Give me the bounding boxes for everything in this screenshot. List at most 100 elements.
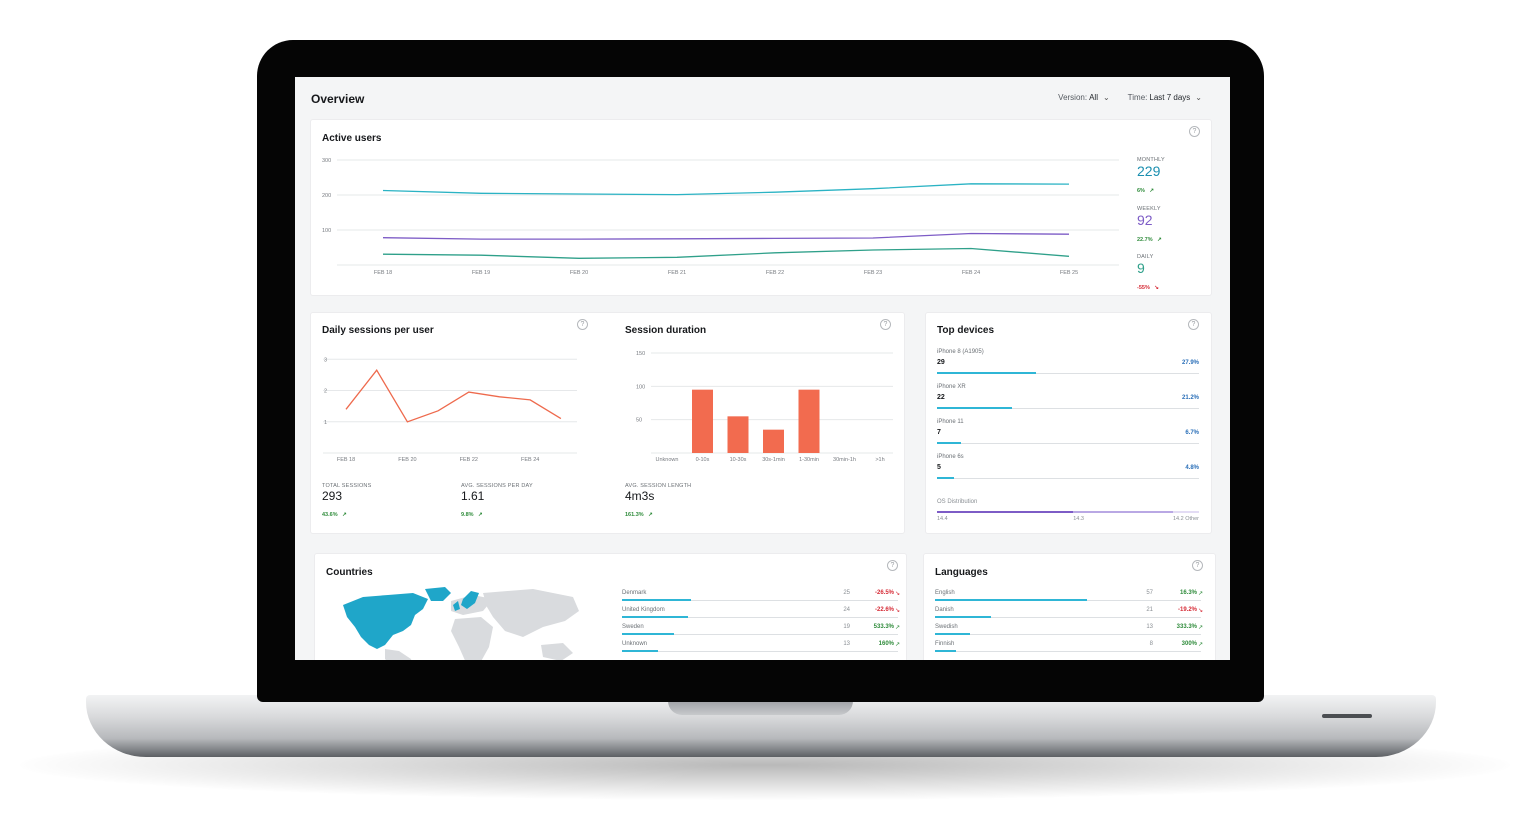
monthly-stat: MONTHLY 229 6% ↗ — [1137, 157, 1165, 197]
country-row[interactable]: Denmark 25 -26.5% ↘ — [622, 590, 902, 606]
trend-up-icon: ↗ — [895, 642, 901, 648]
country-row[interactable]: Sweden 19 533.3% ↗ — [622, 624, 902, 640]
languages-card: Languages ? English 57 16.3% ↗ Danish 21 -19.2… — [924, 554, 1215, 660]
help-icon[interactable]: ? — [577, 319, 588, 330]
os-segment-label: 14.4 — [937, 516, 948, 522]
os-segment[interactable] — [1073, 511, 1173, 513]
x-tick-label: FEB 18 — [337, 457, 355, 463]
device-row[interactable]: iPhone 11 7 6.7% — [937, 419, 1199, 453]
x-tick-label: FEB 24 — [962, 270, 980, 276]
row-bar-fill — [622, 599, 691, 601]
trend-up-icon: ↗ — [342, 512, 347, 518]
map-greenland — [425, 587, 451, 601]
active-users-chart: 300 200 100 FEB 18 FEB 19 FEB 20 FEB 21 FEB 22 F… — [322, 158, 1119, 276]
version-filter-dropdown[interactable]: Version: All ⌄ — [1058, 93, 1110, 102]
monthly-value: 229 — [1137, 163, 1161, 179]
device-row[interactable]: iPhone 8 (A1905) 29 27.9% — [937, 349, 1199, 383]
row-bar-fill — [622, 616, 688, 618]
device-bar-fill — [937, 442, 961, 444]
weekly-value: 92 — [1137, 212, 1153, 228]
daily-stat: DAILY 9 -55% ↘ — [1137, 254, 1159, 294]
device-bar-fill — [937, 372, 1036, 374]
x-tick-label: 1-30min — [799, 457, 819, 463]
x-tick-label: FEB 24 — [521, 457, 539, 463]
trend-up-icon: ↗ — [1157, 237, 1162, 243]
avg-session-length-value: 4m3s — [625, 489, 655, 503]
y-tick-label: 1 — [324, 420, 327, 426]
row-bar-fill — [935, 616, 991, 618]
language-row[interactable]: English 57 16.3% ↗ — [935, 590, 1205, 606]
row-change: -19.2% — [1177, 607, 1197, 613]
row-change: 300% — [1181, 641, 1197, 647]
country-name: Unknown — [622, 641, 648, 647]
trend-up-icon: ↗ — [1198, 642, 1204, 648]
os-distribution-bar[interactable] — [937, 511, 1199, 513]
row-count: 13 — [843, 641, 850, 647]
country-row[interactable]: United Kingdom 24 -22.6% ↘ — [622, 607, 902, 623]
row-change: -26.5% — [874, 590, 894, 596]
chevron-down-icon: ⌄ — [1102, 93, 1110, 102]
language-name: Swedish — [935, 624, 958, 630]
y-tick-label: 200 — [322, 193, 331, 199]
help-icon[interactable]: ? — [1189, 126, 1200, 137]
trend-down-icon: ↘ — [895, 608, 901, 614]
device-name: iPhone 8 (A1905) — [937, 349, 984, 355]
y-tick-label: 3 — [324, 357, 327, 363]
help-icon[interactable]: ? — [887, 560, 898, 571]
monthly-change: 6% — [1137, 188, 1145, 194]
weekly-change: 22.7% — [1137, 237, 1153, 243]
device-row[interactable]: iPhone XR 22 21.2% — [937, 384, 1199, 418]
row-change: 160% — [878, 641, 894, 647]
trend-up-icon: ↗ — [1149, 188, 1155, 194]
avg-sessions-stat: AVG. SESSIONS PER DAY 1.61 9.8% ↗ — [461, 483, 533, 521]
dashboard-screen: Overview Version: All ⌄ Time: Last 7 day… — [295, 77, 1230, 660]
y-tick-label: 100 — [636, 384, 645, 390]
device-bar-fill — [937, 477, 954, 479]
time-filter-value: Last 7 days — [1149, 93, 1191, 102]
os-segment[interactable] — [937, 511, 1074, 513]
avg-sessions-value: 1.61 — [461, 489, 485, 503]
device-bar-track — [937, 372, 1199, 374]
x-tick-label: FEB 23 — [864, 270, 882, 276]
language-row[interactable]: Swedish 13 333.3% ↗ — [935, 624, 1205, 640]
top-devices-card: Top devices ? iPhone 8 (A1905) 29 27.9% … — [926, 313, 1211, 533]
active-users-title: Active users — [322, 133, 382, 144]
os-distribution-labels: 14.4 14.3 14.2 Other — [937, 516, 1199, 524]
help-icon[interactable]: ? — [1188, 319, 1199, 330]
device-row[interactable]: iPhone 6s 5 4.8% — [937, 454, 1199, 488]
country-name: United Kingdom — [622, 607, 665, 613]
language-row[interactable]: Finnish 8 300% ↗ — [935, 641, 1205, 657]
help-icon[interactable]: ? — [880, 319, 891, 330]
language-row[interactable]: Danish 21 -19.2% ↘ — [935, 607, 1205, 623]
row-count: 13 — [1146, 624, 1153, 630]
row-count: 21 — [1146, 607, 1153, 613]
time-filter-dropdown[interactable]: Time: Last 7 days ⌄ — [1128, 93, 1202, 102]
daily-value: 9 — [1137, 260, 1145, 276]
country-name: Denmark — [622, 590, 647, 596]
os-segment[interactable] — [1172, 511, 1199, 513]
world-map[interactable] — [333, 587, 581, 660]
duration-bar — [727, 416, 749, 453]
active-users-card: Active users ? 300 200 100 FEB 18 FEB 19 FEB … — [311, 120, 1211, 295]
device-bar-track — [937, 407, 1199, 409]
version-filter-label: Version: — [1058, 93, 1088, 102]
monthly-label: MONTHLY — [1137, 157, 1165, 163]
filter-group: Version: All ⌄ Time: Last 7 days ⌄ — [1058, 93, 1202, 102]
trend-down-icon: ↘ — [895, 591, 901, 597]
daily-sessions-chart: 3 2 1 FEB 18 FEB 20 FEB 22 FEB 24 — [323, 357, 577, 463]
duration-bar — [763, 429, 784, 453]
top-bar: Overview Version: All ⌄ Time: Last 7 day… — [295, 77, 1230, 117]
country-row[interactable]: Unknown 13 160% ↗ — [622, 641, 902, 657]
device-percent: 21.2% — [1181, 395, 1199, 401]
duration-bar — [692, 389, 713, 453]
series-line-monthly — [382, 183, 1070, 196]
device-count: 29 — [937, 359, 945, 366]
weekly-label: WEEKLY — [1137, 206, 1161, 212]
weekly-stat: WEEKLY 92 22.7% ↗ — [1137, 206, 1162, 246]
row-bar-track — [622, 633, 898, 635]
avg-sessions-change: 9.8% — [461, 512, 474, 518]
map-scandinavia — [461, 591, 479, 609]
device-bar-track — [937, 477, 1199, 479]
help-icon[interactable]: ? — [1192, 560, 1203, 571]
x-tick-label: FEB 20 — [570, 270, 588, 276]
